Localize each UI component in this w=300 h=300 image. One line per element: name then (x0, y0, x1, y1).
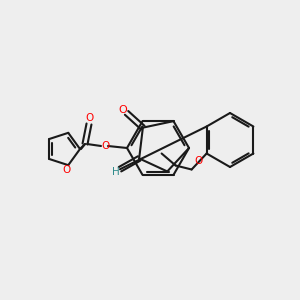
Text: O: O (118, 104, 127, 115)
Text: O: O (85, 113, 93, 123)
Text: H: H (112, 167, 119, 177)
Text: O: O (101, 141, 109, 151)
Text: O: O (194, 155, 202, 166)
Text: O: O (62, 165, 70, 175)
